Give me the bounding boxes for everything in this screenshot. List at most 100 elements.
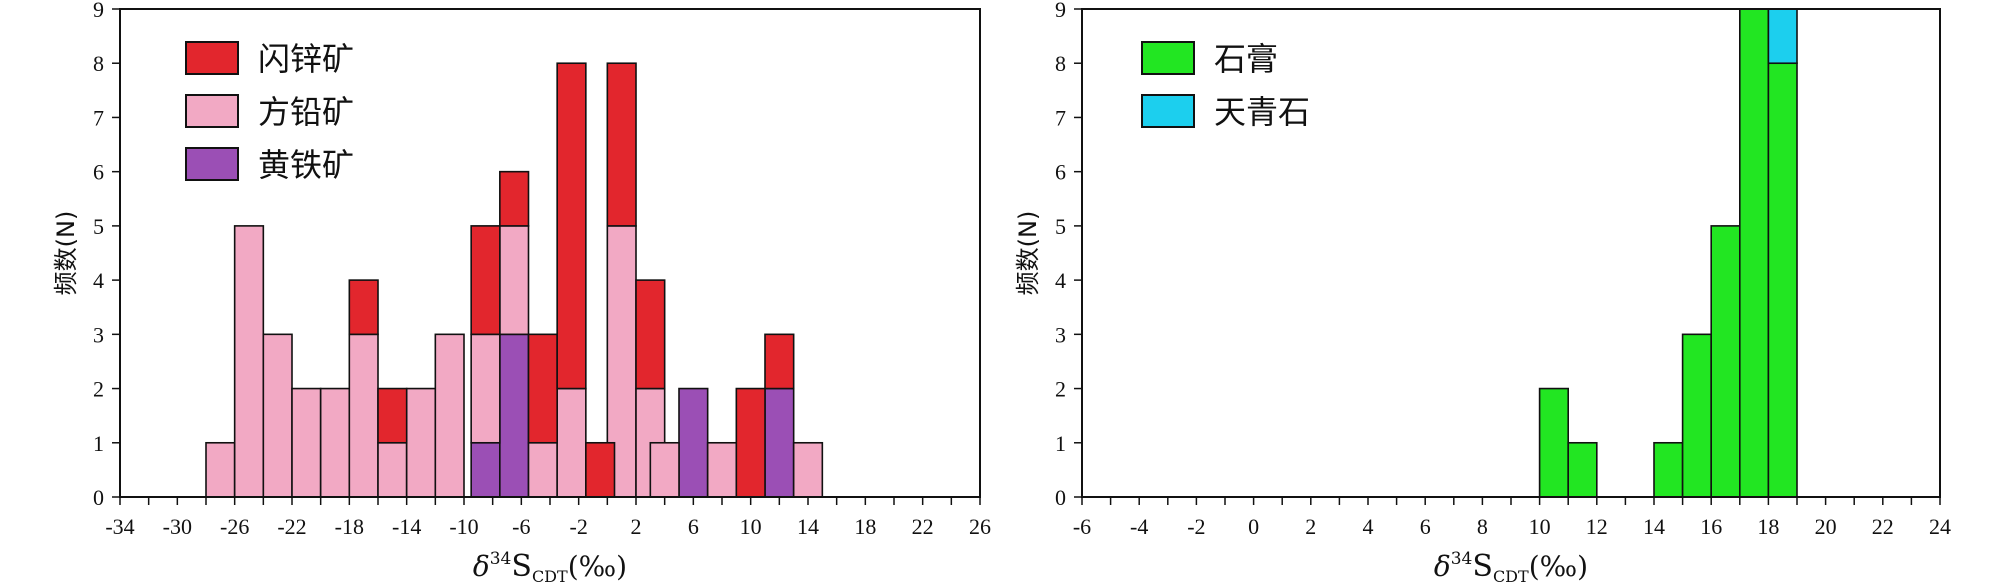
- left-bar-方铅矿-7: [706, 441, 738, 498]
- left-bar-方铅矿--20: [319, 387, 351, 498]
- right-x-tick-label: 16: [1700, 514, 1722, 539]
- right-x-axis-title-sup: 34: [1451, 549, 1473, 569]
- left-x-tick-label: -26: [220, 514, 249, 539]
- left-legend-swatch-闪锌矿: [185, 41, 239, 75]
- right-legend-swatch-石膏: [1141, 41, 1195, 75]
- right-bar-石膏-16: [1710, 225, 1741, 498]
- left-y-tick-label: 2: [93, 377, 104, 402]
- left-x-tick-label: -22: [277, 514, 306, 539]
- left-bar-方铅矿--24: [262, 333, 293, 498]
- left-y-axis-title: 频数(N): [52, 211, 80, 296]
- left-x-tick-label: 26: [969, 514, 991, 539]
- left-y-tick-label: 3: [93, 322, 104, 347]
- left-legend-label: 闪锌矿: [258, 40, 354, 78]
- left-y-tick-label: 7: [93, 105, 104, 130]
- right-x-tick-label: -6: [1073, 514, 1091, 539]
- left-bar-方铅矿--28: [205, 441, 236, 498]
- right-bar-石膏-15: [1681, 333, 1712, 498]
- left-bar-闪锌矿--16: [377, 387, 408, 444]
- right-legend-label: 石膏: [1214, 40, 1278, 78]
- left-legend-swatch-方铅矿: [185, 94, 239, 128]
- right-x-axis-title-sub: CDT: [1493, 567, 1529, 586]
- left-bar-方铅矿-3: [649, 441, 680, 498]
- left-bar-方铅矿--5.5: [527, 441, 558, 498]
- right-x-tick-label: 6: [1420, 514, 1431, 539]
- left-bar-闪锌矿-9: [735, 387, 766, 498]
- right-y-tick-label: 1: [1055, 431, 1066, 456]
- right-x-tick-label: -4: [1130, 514, 1148, 539]
- left-bar-方铅矿--16: [377, 441, 408, 498]
- left-bar-黄铁矿-11: [764, 387, 795, 498]
- right-x-tick-label: 18: [1757, 514, 1779, 539]
- left-x-tick-label: -34: [105, 514, 134, 539]
- left-bar-闪锌矿--1.5: [585, 441, 616, 498]
- left-bar-黄铁矿-5: [678, 387, 709, 498]
- left-y-tick-label: 9: [93, 0, 104, 22]
- left-bar-方铅矿--7.5: [499, 225, 530, 336]
- right-bar-石膏-14: [1653, 441, 1684, 498]
- left-x-tick-label: 14: [797, 514, 819, 539]
- left-y-tick-label: 8: [93, 51, 104, 76]
- left-bar-闪锌矿--9.5: [470, 225, 501, 336]
- left-bar-闪锌矿-0: [606, 62, 637, 227]
- left-y-tick-label: 5: [93, 214, 104, 239]
- right-x-tick-label: -2: [1187, 514, 1205, 539]
- left-x-tick-label: -14: [392, 514, 421, 539]
- right-y-tick-label: 5: [1055, 214, 1066, 239]
- left-bar-黄铁矿--7.5: [499, 333, 530, 498]
- right-legend-label: 天青石: [1214, 93, 1310, 131]
- left-y-tick-label: 4: [93, 268, 104, 293]
- left-x-tick-label: 22: [912, 514, 934, 539]
- left-bar-方铅矿--18: [348, 333, 379, 498]
- right-histogram: -6 -4 -2 0 2 4 6 8 10 12 14 16 18 20 22 240123456789频数(…: [1014, 0, 1951, 586]
- left-x-tick-label: 10: [740, 514, 762, 539]
- left-bar-方铅矿-13: [792, 441, 824, 498]
- right-y-axis-title: 频数(N): [1014, 211, 1042, 296]
- right-x-tick-label: 20: [1815, 514, 1837, 539]
- right-y-tick-label: 6: [1055, 160, 1066, 185]
- left-bar-方铅矿--14: [405, 387, 437, 498]
- right-bar-石膏-10: [1538, 387, 1569, 498]
- left-x-tick-label: 6: [688, 514, 699, 539]
- right-bar-石膏-17: [1739, 8, 1770, 498]
- right-x-axis-title-unit: (‰): [1529, 550, 1588, 583]
- left-legend-label: 方铅矿: [258, 93, 354, 131]
- left-bar-方铅矿--22: [291, 387, 322, 498]
- left-y-tick-label: 6: [93, 160, 104, 185]
- left-x-tick-label: -18: [335, 514, 364, 539]
- right-x-tick-label: 24: [1929, 514, 1951, 539]
- left-bar-方铅矿--3.5: [556, 387, 587, 498]
- right-x-tick-label: 2: [1305, 514, 1316, 539]
- left-legend-swatch-黄铁矿: [185, 147, 239, 181]
- left-bar-闪锌矿-11: [764, 333, 795, 390]
- left-bar-方铅矿--26: [233, 225, 265, 498]
- left-legend-label: 黄铁矿: [258, 146, 354, 184]
- left-bar-闪锌矿--18: [348, 279, 379, 336]
- left-bar-闪锌矿-2: [635, 279, 666, 390]
- right-x-tick-label: 4: [1363, 514, 1374, 539]
- left-x-axis-title-sub: CDT: [532, 567, 568, 586]
- left-x-tick-label: -10: [449, 514, 478, 539]
- left-bar-方铅矿--12: [434, 333, 465, 498]
- left-x-axis-title-sup: 34: [490, 549, 512, 569]
- right-x-axis-title: δ34SCDT(‰): [1434, 549, 1588, 586]
- left-bar-闪锌矿--3.5: [556, 62, 587, 390]
- right-y-tick-label: 8: [1055, 51, 1066, 76]
- left-x-tick-label: -30: [163, 514, 192, 539]
- left-bar-闪锌矿--7.5: [499, 170, 530, 227]
- right-bar-天青石-18: [1767, 8, 1798, 65]
- left-bar-方铅矿--9.5: [470, 333, 501, 444]
- right-legend-swatch-天青石: [1141, 94, 1195, 128]
- right-plot-frame: [1081, 8, 1941, 498]
- left-x-tick-label: -2: [570, 514, 588, 539]
- left-x-axis-title-unit: (‰): [568, 550, 627, 583]
- left-x-axis-title-main: S: [511, 549, 532, 584]
- right-y-tick-label: 3: [1055, 322, 1066, 347]
- left-x-axis-title-delta: δ: [473, 550, 490, 583]
- left-histogram: -34 -30 -26 -22 -18 -14 -10 -6 -2 2 6 10 14 18 22 26012…: [52, 0, 991, 586]
- left-x-axis-title: δ34SCDT(‰): [473, 549, 627, 586]
- right-y-tick-label: 0: [1055, 485, 1066, 510]
